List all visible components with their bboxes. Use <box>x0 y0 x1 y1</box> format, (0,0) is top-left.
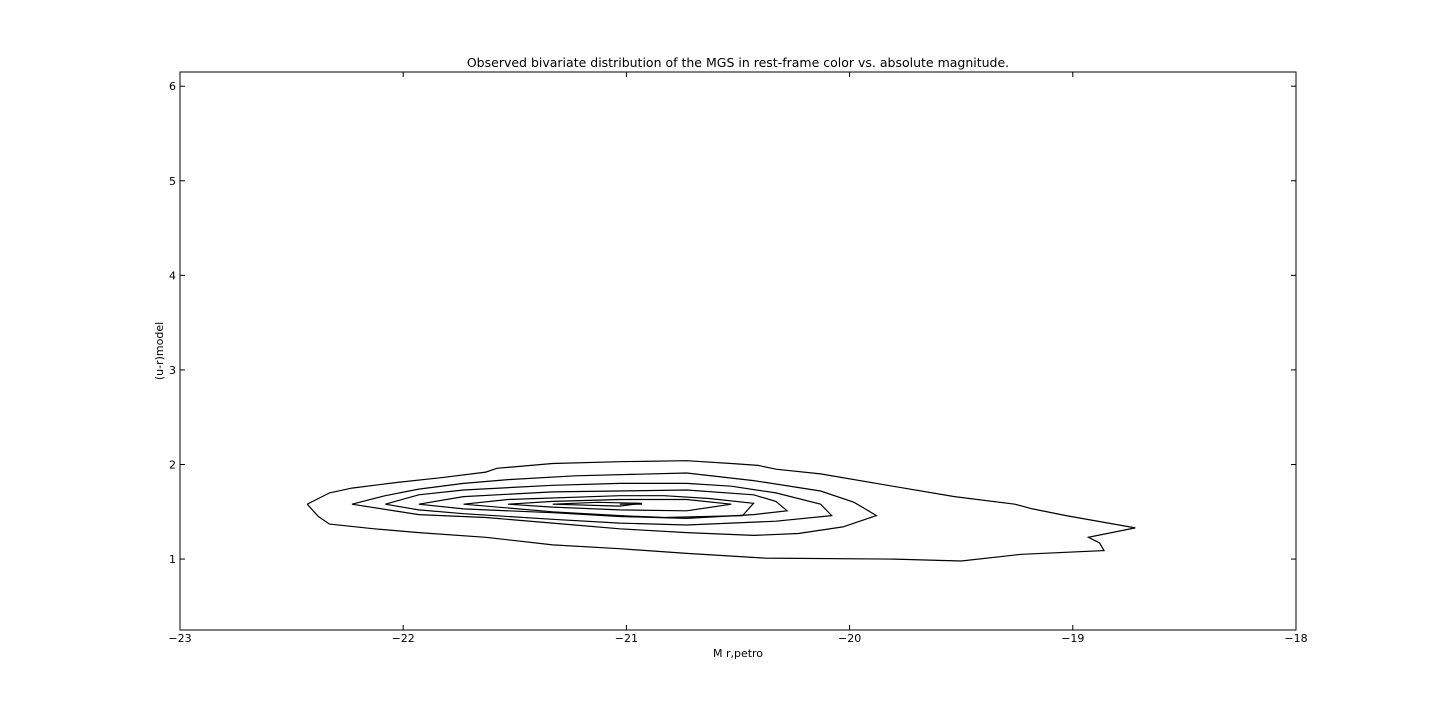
y-tick-label: 5 <box>169 175 176 188</box>
x-tick-label: −19 <box>1061 632 1084 645</box>
contour-level-3 <box>385 482 833 526</box>
contour-level-1 <box>306 460 1136 562</box>
y-tick-label: 6 <box>169 80 176 93</box>
contour-level-6 <box>508 498 732 512</box>
x-tick-label: −20 <box>838 632 861 645</box>
x-axis-label: M r,petro <box>713 647 763 660</box>
contour-level-2 <box>351 472 878 537</box>
x-tick-label: −23 <box>168 632 191 645</box>
contour-level-7 <box>552 501 643 507</box>
x-axis-ticks: −23 −22 −21 −20 −19 −18 <box>168 72 1308 645</box>
contour-lines <box>306 460 1136 562</box>
y-axis-ticks: 1 2 3 4 5 6 <box>169 80 1296 566</box>
x-tick-label: −18 <box>1284 632 1307 645</box>
y-tick-label: 4 <box>169 269 176 282</box>
x-tick-label: −21 <box>615 632 638 645</box>
chart-title: Observed bivariate distribution of the M… <box>467 55 1009 70</box>
contour-level-4 <box>418 489 789 520</box>
y-tick-label: 3 <box>169 364 176 377</box>
y-tick-label: 2 <box>169 458 176 471</box>
contour-level-5 <box>463 495 755 519</box>
y-tick-label: 1 <box>169 553 176 566</box>
plot-frame <box>179 71 1297 631</box>
y-axis-label: (u-r)model <box>153 322 166 380</box>
x-tick-label: −22 <box>392 632 415 645</box>
